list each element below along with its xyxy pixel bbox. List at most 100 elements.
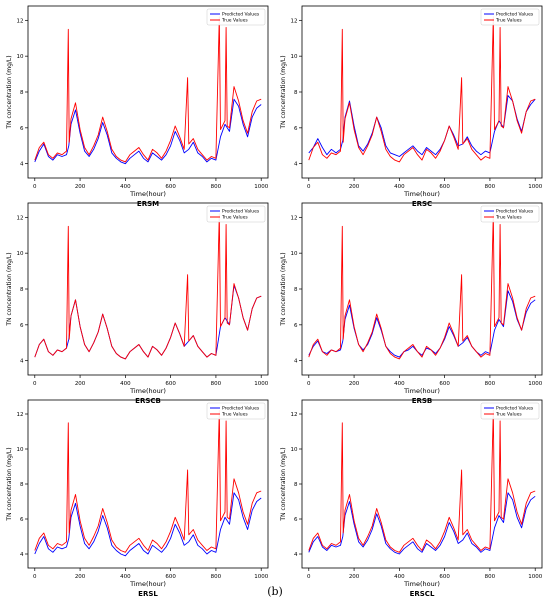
y-tick-label: 6 <box>294 126 298 132</box>
y-axis-label: TN concentration (mg/L) <box>280 55 287 129</box>
x-axis-label: Time(hour) <box>403 580 440 588</box>
y-tick-label: 10 <box>291 447 298 453</box>
y-tick-label: 4 <box>294 552 298 558</box>
x-tick-label: 400 <box>120 381 131 387</box>
legend-label-predicted: Predicted Values <box>496 12 534 18</box>
axes-frame <box>301 5 543 179</box>
x-tick-label: 800 <box>211 381 222 387</box>
x-tick-label: 0 <box>33 381 37 387</box>
x-tick-label: 1000 <box>528 381 542 387</box>
y-axis-label: TN concentration (mg/L) <box>280 447 287 521</box>
y-tick-label: 6 <box>20 323 24 329</box>
y-tick-label: 8 <box>294 287 298 293</box>
x-tick-label: 600 <box>165 574 176 580</box>
series-line-true <box>308 213 536 360</box>
chart-panel-ersm: 0 200 400 600 800 1000 4 6 8 10 12 Time(hour) TN con… <box>6 5 269 208</box>
x-tick-label: 0 <box>307 574 311 580</box>
y-tick-label: 8 <box>294 90 298 96</box>
x-tick-label: 400 <box>394 381 405 387</box>
legend-box <box>206 8 266 26</box>
x-tick-label: 1000 <box>254 381 268 387</box>
legend-label-true: True Values <box>495 215 522 221</box>
x-tick-label: 200 <box>349 574 360 580</box>
y-axis-label: TN concentration (mg/L) <box>6 55 13 129</box>
y-axis-label: TN concentration (mg/L) <box>6 447 13 521</box>
y-tick-label: 12 <box>17 215 24 221</box>
x-tick-label: 800 <box>211 184 222 190</box>
x-tick-label: 600 <box>439 381 450 387</box>
legend-label-true: True Values <box>495 412 522 418</box>
y-tick-label: 4 <box>294 162 298 168</box>
legend-box <box>480 205 540 223</box>
x-tick-label: 0 <box>33 574 37 580</box>
y-tick-label: 8 <box>20 482 24 488</box>
x-tick-label: 0 <box>307 184 311 190</box>
y-tick-label: 10 <box>291 251 298 257</box>
x-tick-label: 600 <box>165 381 176 387</box>
y-tick-label: 10 <box>17 251 24 257</box>
y-tick-label: 6 <box>20 126 24 132</box>
legend-label-true: True Values <box>221 215 248 221</box>
y-tick-label: 8 <box>294 482 298 488</box>
x-axis-label: Time(hour) <box>129 580 166 588</box>
x-tick-label: 600 <box>439 574 450 580</box>
y-tick-label: 10 <box>291 54 298 60</box>
legend-label-predicted: Predicted Values <box>222 406 260 412</box>
x-tick-label: 1000 <box>528 574 542 580</box>
panel-title: ERSM <box>137 200 159 208</box>
y-tick-label: 10 <box>17 447 24 453</box>
y-tick-label: 12 <box>291 18 298 24</box>
chart-panel-ersb: 0 200 400 600 800 1000 4 6 8 10 12 Time(hour) TN con… <box>280 202 543 405</box>
legend-box <box>206 205 266 223</box>
panel-title: ERSCL <box>410 590 435 598</box>
x-tick-label: 800 <box>485 184 496 190</box>
x-tick-label: 200 <box>349 184 360 190</box>
axes-frame <box>27 399 269 569</box>
y-tick-label: 12 <box>17 412 24 418</box>
x-tick-label: 600 <box>439 184 450 190</box>
chart-panel-erscb: 0 200 400 600 800 1000 4 6 8 10 12 Time(hour) TN con… <box>6 202 269 405</box>
series-line-true <box>308 410 536 553</box>
legend-label-true: True Values <box>495 18 522 24</box>
figure-caption: (b) <box>267 585 283 598</box>
x-tick-label: 200 <box>75 184 86 190</box>
panel-title: ERSC <box>412 200 432 208</box>
x-tick-label: 400 <box>120 184 131 190</box>
x-tick-label: 600 <box>165 184 176 190</box>
series-line-true <box>34 16 262 163</box>
y-tick-label: 12 <box>291 215 298 221</box>
axes-frame <box>301 202 543 376</box>
x-tick-label: 200 <box>75 381 86 387</box>
legend-label-true: True Values <box>221 412 248 418</box>
x-tick-label: 800 <box>211 574 222 580</box>
y-tick-label: 8 <box>20 90 24 96</box>
x-tick-label: 200 <box>349 381 360 387</box>
legend-label-predicted: Predicted Values <box>222 12 260 18</box>
legend-box <box>206 402 266 420</box>
x-axis-label: Time(hour) <box>129 190 166 198</box>
chart-panel-ersc: 0 200 400 600 800 1000 4 6 8 10 12 Time(hour) TN con… <box>280 5 543 208</box>
y-tick-label: 6 <box>294 323 298 329</box>
legend-label-true: True Values <box>221 18 248 24</box>
y-tick-label: 4 <box>294 359 298 365</box>
series-line-true <box>308 16 536 163</box>
legend-box <box>480 8 540 26</box>
panel-title: ERSCB <box>135 397 161 405</box>
x-tick-label: 1000 <box>254 184 268 190</box>
y-tick-label: 8 <box>20 287 24 293</box>
y-tick-label: 4 <box>20 359 24 365</box>
legend-box <box>480 402 540 420</box>
x-tick-label: 800 <box>485 574 496 580</box>
y-tick-label: 10 <box>17 54 24 60</box>
chart-panel-ersl: 0 200 400 600 800 1000 4 6 8 10 12 Time(hour) TN con… <box>6 399 269 598</box>
y-tick-label: 4 <box>20 552 24 558</box>
x-tick-label: 1000 <box>528 184 542 190</box>
panel-title: ERSL <box>138 590 158 598</box>
axes-frame <box>301 399 543 569</box>
axes-frame <box>27 202 269 376</box>
panel-title: ERSB <box>412 397 433 405</box>
